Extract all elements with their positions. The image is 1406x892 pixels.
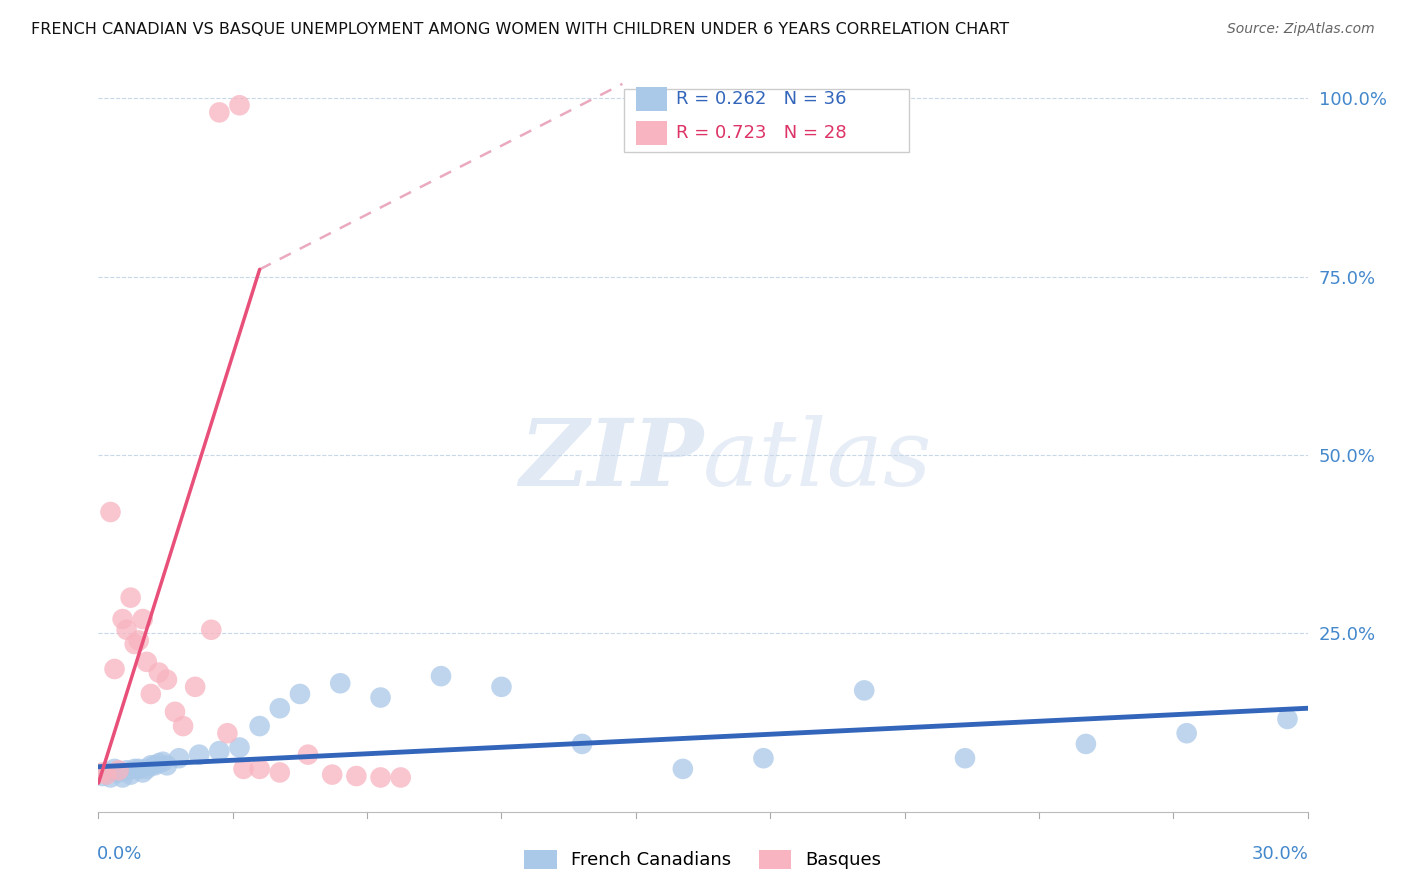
Point	[91, 769, 114, 783]
Point	[1175, 726, 1198, 740]
Bar	[637, 121, 666, 145]
Point	[135, 762, 157, 776]
Text: R = 0.262   N = 36: R = 0.262 N = 36	[676, 90, 846, 108]
Point	[491, 680, 513, 694]
Point	[167, 751, 190, 765]
Text: Source: ZipAtlas.com: Source: ZipAtlas.com	[1227, 22, 1375, 37]
Point	[184, 680, 207, 694]
Point	[100, 505, 122, 519]
Point	[143, 758, 166, 772]
Point	[571, 737, 593, 751]
Point	[430, 669, 453, 683]
FancyBboxPatch shape	[624, 88, 908, 153]
Point	[208, 744, 231, 758]
Point	[200, 623, 222, 637]
Text: atlas: atlas	[703, 415, 932, 505]
Point	[120, 767, 142, 781]
Text: FRENCH CANADIAN VS BASQUE UNEMPLOYMENT AMONG WOMEN WITH CHILDREN UNDER 6 YEARS C: FRENCH CANADIAN VS BASQUE UNEMPLOYMENT A…	[31, 22, 1010, 37]
Legend: French Canadians, Basques: French Canadians, Basques	[516, 841, 890, 879]
Point	[103, 662, 125, 676]
Point	[1277, 712, 1299, 726]
Point	[672, 762, 695, 776]
Text: 30.0%: 30.0%	[1251, 846, 1309, 863]
Point	[148, 665, 170, 680]
Point	[124, 637, 146, 651]
Point	[163, 705, 186, 719]
Point	[370, 771, 392, 785]
Point	[953, 751, 976, 765]
Point	[91, 765, 114, 780]
Point	[389, 771, 412, 785]
Point	[128, 633, 150, 648]
Point	[188, 747, 211, 762]
Point	[124, 762, 146, 776]
Text: 0.0%: 0.0%	[97, 846, 142, 863]
Point	[370, 690, 392, 705]
Point	[329, 676, 352, 690]
Point	[120, 591, 142, 605]
Point	[344, 769, 367, 783]
Point	[297, 747, 319, 762]
Point	[269, 765, 291, 780]
Point	[853, 683, 876, 698]
Point	[288, 687, 311, 701]
Point	[100, 771, 122, 785]
Point	[96, 767, 118, 781]
Point	[172, 719, 194, 733]
Point	[249, 762, 271, 776]
Bar	[637, 87, 666, 112]
Point	[96, 765, 118, 780]
Point	[103, 762, 125, 776]
Point	[228, 98, 250, 112]
Point	[111, 771, 134, 785]
Point	[139, 687, 162, 701]
Point	[228, 740, 250, 755]
Point	[156, 673, 179, 687]
Point	[321, 767, 343, 781]
Point	[128, 762, 150, 776]
Point	[135, 655, 157, 669]
Point	[115, 764, 138, 778]
Point	[249, 719, 271, 733]
Point	[132, 612, 155, 626]
Point	[752, 751, 775, 765]
Point	[208, 105, 231, 120]
Point	[111, 612, 134, 626]
Point	[232, 762, 254, 776]
Point	[139, 758, 162, 772]
Point	[1074, 737, 1097, 751]
Point	[152, 755, 174, 769]
Point	[132, 765, 155, 780]
Point	[217, 726, 239, 740]
Point	[115, 623, 138, 637]
Text: R = 0.723   N = 28: R = 0.723 N = 28	[676, 124, 846, 142]
Point	[107, 765, 129, 780]
Text: ZIP: ZIP	[519, 415, 703, 505]
Point	[148, 756, 170, 771]
Point	[269, 701, 291, 715]
Point	[156, 758, 179, 772]
Point	[107, 764, 129, 778]
